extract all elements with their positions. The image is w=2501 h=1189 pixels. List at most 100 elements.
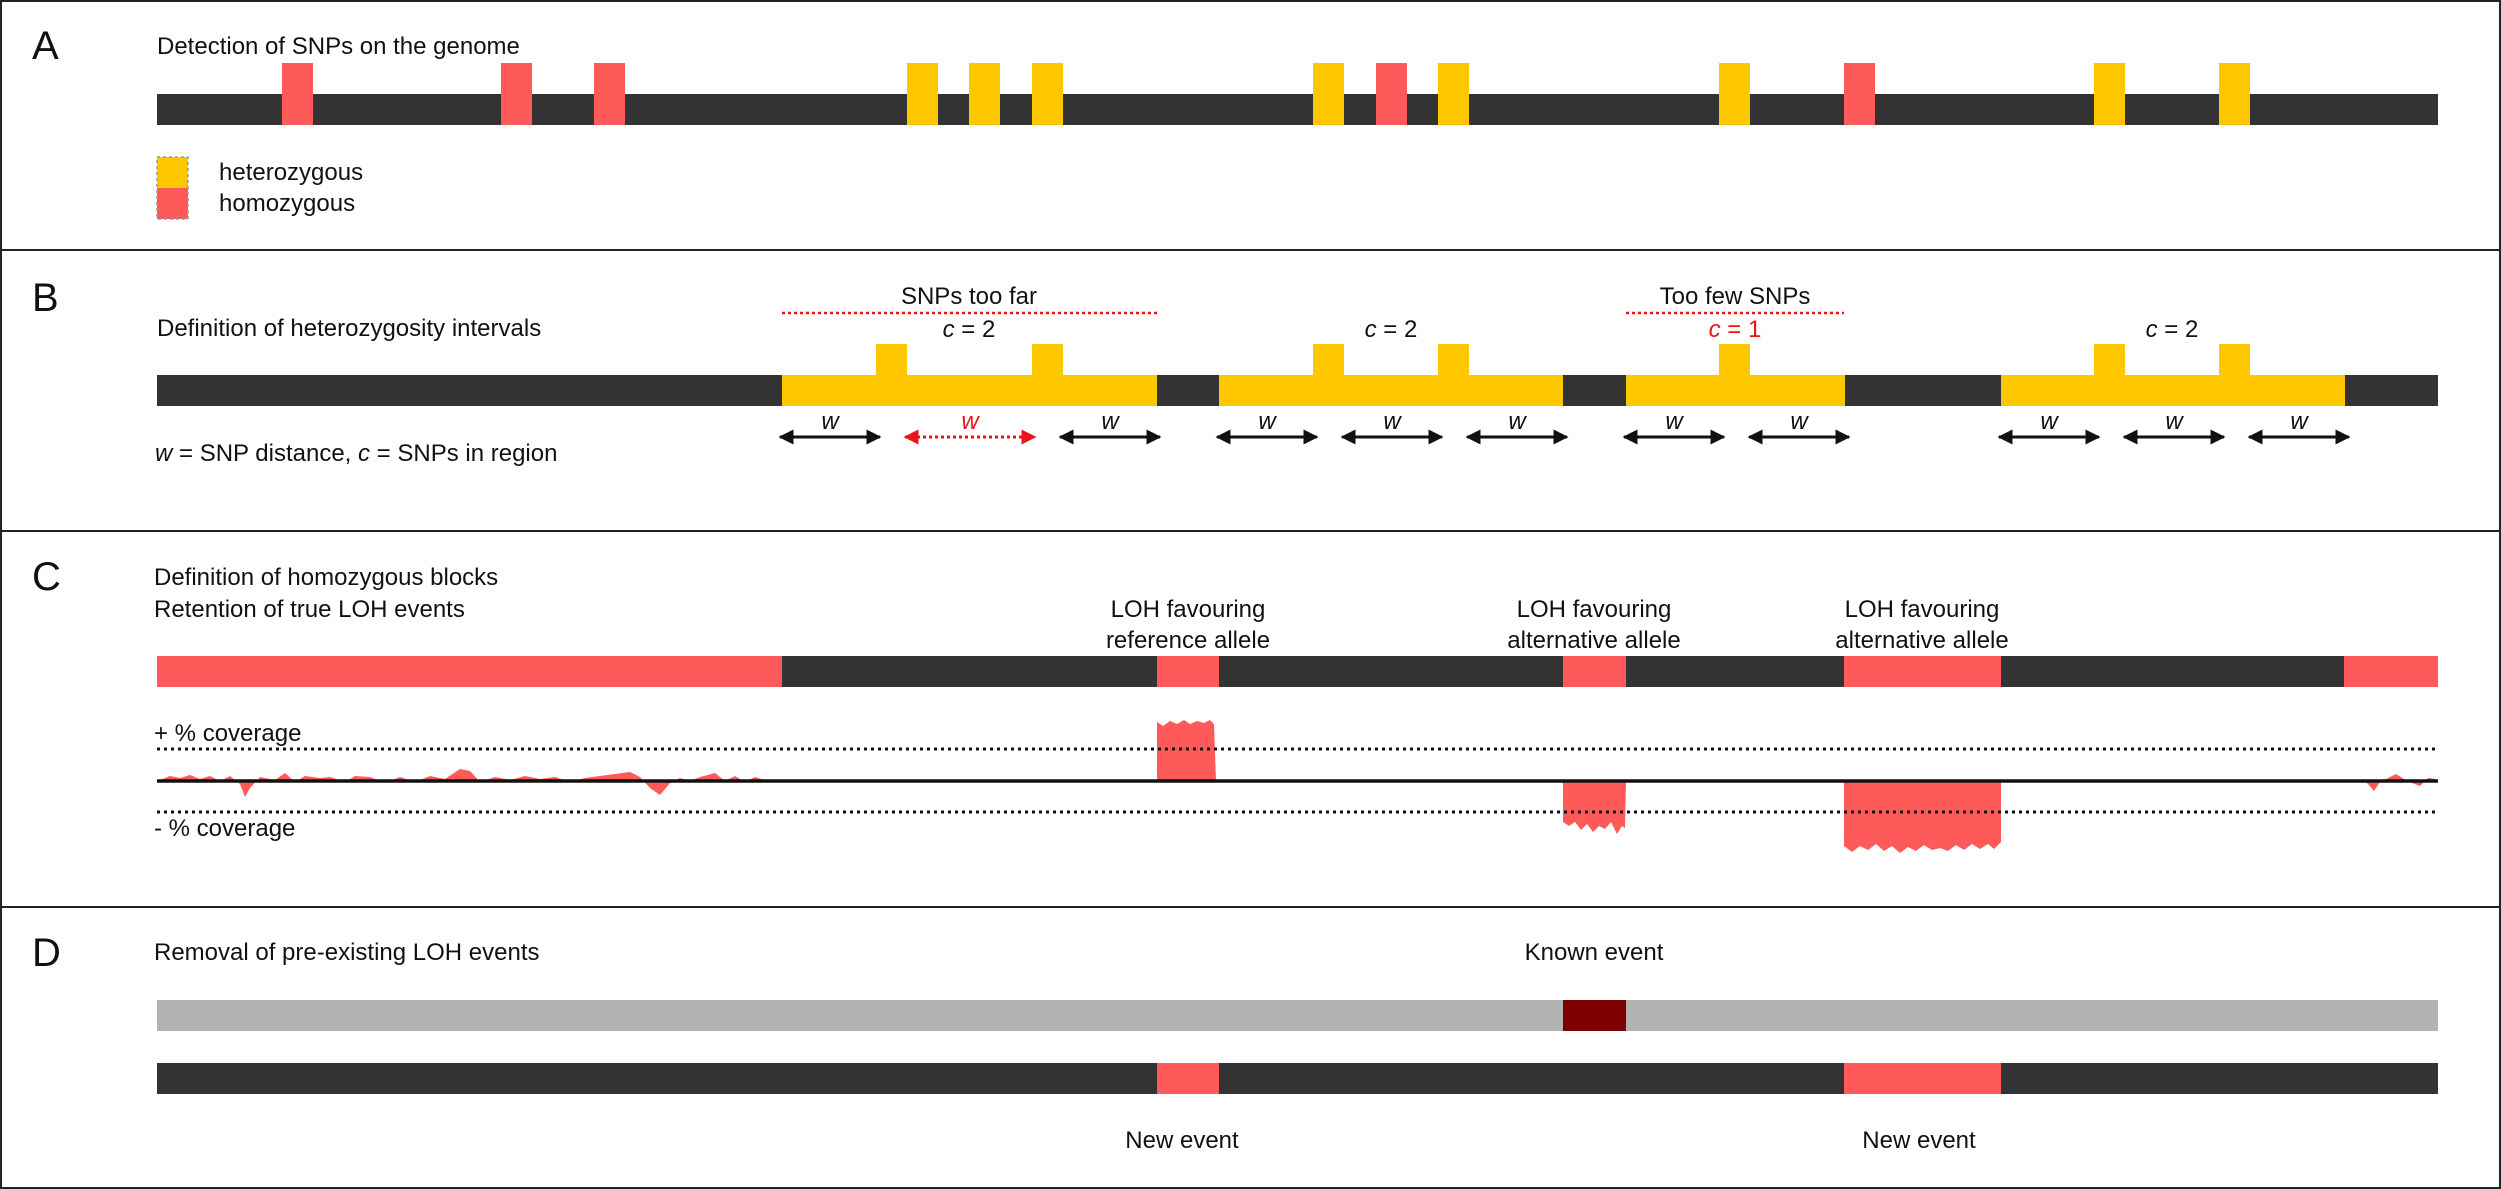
minus-coverage-label: - % coverage — [154, 815, 295, 842]
w-label: w — [2040, 408, 2059, 435]
homozygous-snp — [1844, 63, 1875, 125]
event-3-label-line2: alternative allele — [1835, 627, 2008, 654]
interval-2-count: c = 2 — [1365, 316, 1418, 343]
interval-3-heading: Too few SNPs — [1660, 283, 1811, 310]
w-label: w — [1665, 408, 1684, 435]
het-snp — [1313, 344, 1344, 375]
coverage-noise-left — [160, 769, 778, 797]
snp-markers — [282, 63, 2250, 125]
panel-d-border — [0, 906, 2501, 1189]
heterozygous-snp — [1719, 63, 1750, 125]
distance-arrows: w w w w w w w w w w w — [778, 408, 2351, 445]
coverage-loss-event-3 — [1844, 781, 2001, 853]
homozygous-block — [2344, 656, 2438, 687]
loh-event-block — [1844, 656, 2001, 687]
het-snp — [1032, 344, 1063, 375]
panel-c: C Definition of homozygous blocks Retent… — [0, 530, 2501, 908]
homozygous-snp — [594, 63, 625, 125]
event-1-label-line1: LOH favouring — [1111, 596, 1266, 623]
loh-event-block — [1563, 656, 1626, 687]
plus-coverage-label: + % coverage — [154, 720, 301, 747]
count-value: = 2 — [2158, 316, 2199, 343]
panel-b: B Definition of heterozygosity intervals… — [0, 249, 2501, 532]
interval-2: c = 2 — [1219, 316, 1563, 406]
count-value: = 2 — [1377, 316, 1418, 343]
event-2-label-line2: alternative allele — [1507, 627, 1680, 654]
w-label: w — [821, 408, 840, 435]
het-snp — [2219, 344, 2250, 375]
c-var: c — [1709, 316, 1721, 343]
panel-d-title: Removal of pre-existing LOH events — [154, 939, 540, 966]
interval-1: SNPs too far c = 2 — [782, 283, 1157, 406]
panel-d-letter: D — [32, 931, 61, 975]
event-2-label-line1: LOH favouring — [1517, 596, 1672, 623]
genome-bar — [157, 94, 2438, 125]
caption-w-text: = SNP distance, — [172, 440, 358, 467]
interval-4-count: c = 2 — [2146, 316, 2199, 343]
interval-3-count: c = 1 — [1709, 316, 1762, 343]
interval-3: Too few SNPs c = 1 — [1626, 283, 1845, 406]
heterozygous-snp — [2094, 63, 2125, 125]
panel-c-title-line2: Retention of true LOH events — [154, 596, 465, 623]
c-var: c — [943, 316, 955, 343]
heterozygous-snp — [969, 63, 1000, 125]
panel-b-letter: B — [32, 276, 59, 320]
legend-swatch-outline — [156, 156, 189, 220]
c-var: c — [1365, 316, 1377, 343]
het-snp — [1438, 344, 1469, 375]
het-snp — [876, 344, 907, 375]
count-value: = 1 — [1721, 316, 1762, 343]
loh-event-block — [1157, 656, 1219, 687]
homozygous-snp — [1376, 63, 1407, 125]
legend-homozygous-swatch — [157, 188, 188, 219]
heterozygous-snp — [907, 63, 938, 125]
event-3-label-line1: LOH favouring — [1845, 596, 2000, 623]
interval-bar — [782, 375, 1157, 406]
heterozygous-snp — [1313, 63, 1344, 125]
panel-c-title-line1: Definition of homozygous blocks — [154, 564, 498, 591]
panel-a-title: Detection of SNPs on the genome — [157, 33, 520, 60]
panel-a-letter: A — [32, 24, 59, 68]
panel-d: D Removal of pre-existing LOH events Kno… — [0, 906, 2501, 1189]
known-event-block — [1563, 1000, 1626, 1031]
w-label: w — [2165, 408, 2184, 435]
w-label-too-far: w — [961, 408, 980, 435]
known-event-label: Known event — [1525, 939, 1664, 966]
panel-c-letter: C — [32, 555, 61, 599]
w-label: w — [1508, 408, 1527, 435]
caption-c-text: = SNPs in region — [370, 440, 557, 467]
caption-c: c — [358, 440, 370, 467]
w-label: w — [1101, 408, 1120, 435]
het-snp — [2094, 344, 2125, 375]
new-event-label-1: New event — [1125, 1127, 1239, 1154]
homozygous-snp — [501, 63, 532, 125]
new-event-label-2: New event — [1862, 1127, 1976, 1154]
legend-heterozygous-label: heterozygous — [219, 159, 363, 186]
caption-w: w — [155, 440, 174, 467]
het-snp — [1719, 344, 1750, 375]
interval-1-count: c = 2 — [943, 316, 996, 343]
w-label: w — [1790, 408, 1809, 435]
heterozygous-snp — [1438, 63, 1469, 125]
event-1-label-line2: reference allele — [1106, 627, 1270, 654]
w-label: w — [2290, 408, 2309, 435]
interval-bar — [1219, 375, 1563, 406]
homozygous-block — [157, 656, 782, 687]
c-var: c — [2146, 316, 2158, 343]
coverage-loss-event-2 — [1563, 781, 1626, 834]
w-label: w — [1383, 408, 1402, 435]
interval-4: c = 2 — [2001, 316, 2345, 406]
interval-bar — [2001, 375, 2345, 406]
w-label: w — [1258, 408, 1277, 435]
legend-homozygous-label: homozygous — [219, 190, 355, 217]
panel-b-title: Definition of heterozygosity intervals — [157, 315, 541, 342]
count-value: = 2 — [955, 316, 996, 343]
reference-genome-bar — [157, 1000, 2438, 1031]
heterozygous-snp — [2219, 63, 2250, 125]
sample-genome-bar — [157, 1063, 2438, 1094]
legend-heterozygous-swatch — [157, 157, 188, 188]
panel-b-caption: w = SNP distance, c = SNPs in region — [155, 440, 557, 467]
heterozygous-snp — [1032, 63, 1063, 125]
new-event-block — [1844, 1063, 2001, 1094]
